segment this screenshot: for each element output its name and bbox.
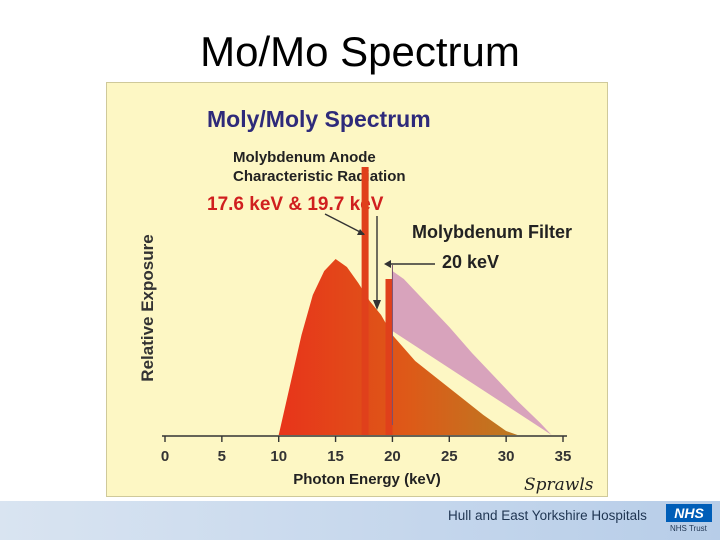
spectrum-filter-area (392, 271, 552, 435)
x-tick-label: 35 (555, 448, 572, 465)
x-tick-label: 25 (441, 448, 458, 465)
x-tick-label: 10 (270, 448, 287, 465)
footer-organization: Hull and East Yorkshire Hospitals (448, 508, 647, 523)
chart-title: Moly/Moly Spectrum (207, 106, 431, 132)
x-ticks: 0 5 10 15 20 25 30 35 (161, 436, 572, 465)
x-axis-label: Photon Energy (keV) (293, 471, 441, 488)
characteristic-line-2 (385, 279, 393, 435)
x-tick-label: 15 (327, 448, 344, 465)
y-axis-label: Relative Exposure (138, 234, 157, 381)
nhs-trust-label: NHS Trust (670, 524, 707, 533)
peak-arrowhead (373, 300, 381, 310)
filter-arrowhead (384, 260, 391, 268)
x-tick-label: 30 (498, 448, 515, 465)
filter-energy-label: 20 keV (442, 252, 499, 272)
slide-title: Mo/Mo Spectrum (200, 28, 520, 75)
anode-annotation-line2: Characteristic Radiation (233, 168, 406, 185)
x-tick-label: 5 (218, 448, 226, 465)
anode-arrowhead (357, 229, 365, 235)
spectrum-emission-area (278, 259, 518, 435)
nhs-logo: NHS (666, 504, 712, 522)
anode-arrow (324, 213, 365, 235)
anode-energy-label: 17.6 keV & 19.7 keV (207, 194, 384, 215)
x-tick-label: 0 (161, 448, 169, 465)
plot-area (278, 167, 552, 435)
x-tick-label: 20 (384, 448, 401, 465)
spectrum-figure: Moly/Moly Spectrum Molybdenum Anode Char… (106, 82, 608, 497)
characteristic-line-1 (361, 167, 369, 435)
anode-annotation-line1: Molybdenum Anode (233, 149, 376, 166)
author-signature: Sprawls (524, 475, 594, 495)
footer-bar (0, 501, 720, 540)
spectrum-chart: Moly/Moly Spectrum Molybdenum Anode Char… (138, 106, 594, 495)
filter-annotation-label: Molybdenum Filter (412, 222, 572, 242)
